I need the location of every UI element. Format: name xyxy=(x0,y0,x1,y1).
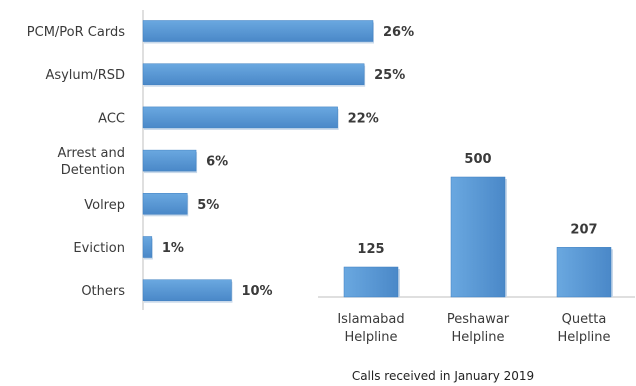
v-bar-value-label: 207 xyxy=(570,222,597,237)
h-bar xyxy=(142,20,374,42)
vertical-bar-chart: 125 Islamabad Helpline 500 Peshawar Helpline 2… xyxy=(318,152,635,345)
h-bar-value-label: 22% xyxy=(348,111,379,126)
v-bar xyxy=(343,266,399,298)
h-bar xyxy=(142,149,197,172)
h-bar-value-label: 26% xyxy=(383,25,414,40)
h-bar-value-label: 6% xyxy=(206,155,228,170)
h-bar-value-label: 5% xyxy=(197,198,219,213)
v-category-label: Islamabad Helpline xyxy=(337,312,404,345)
h-category-label: ACC xyxy=(98,111,125,126)
h-bar-value-label: 25% xyxy=(374,68,405,83)
h-bar-value-label: 1% xyxy=(162,241,184,256)
h-bar xyxy=(142,236,153,258)
h-category-label: Arrest and Detention xyxy=(57,146,125,178)
h-bar xyxy=(142,279,232,301)
h-bar-value-label: 10% xyxy=(241,284,272,299)
chart-caption: Calls received in January 2019 xyxy=(352,369,534,383)
h-category-label: PCM/PoR Cards xyxy=(27,25,125,40)
h-category-label: Others xyxy=(81,284,125,299)
h-bar xyxy=(142,63,365,85)
v-bar-value-label: 125 xyxy=(357,242,384,257)
h-category-label: Volrep xyxy=(84,198,125,213)
h-category-label: Eviction xyxy=(73,241,125,256)
v-bar-value-label: 500 xyxy=(464,152,491,167)
h-bar xyxy=(142,106,338,129)
h-category-label: Asylum/RSD xyxy=(45,68,125,83)
v-category-label: Peshawar Helpline xyxy=(447,312,510,345)
horizontal-bar-chart: 26% PCM/PoR Cards 25% Asylum/RSD 22% ACC 6% Arr… xyxy=(27,10,414,310)
v-category-label: Quetta Helpline xyxy=(557,312,610,345)
v-bar xyxy=(556,247,612,298)
h-bar xyxy=(142,193,188,215)
v-bar xyxy=(450,176,506,298)
